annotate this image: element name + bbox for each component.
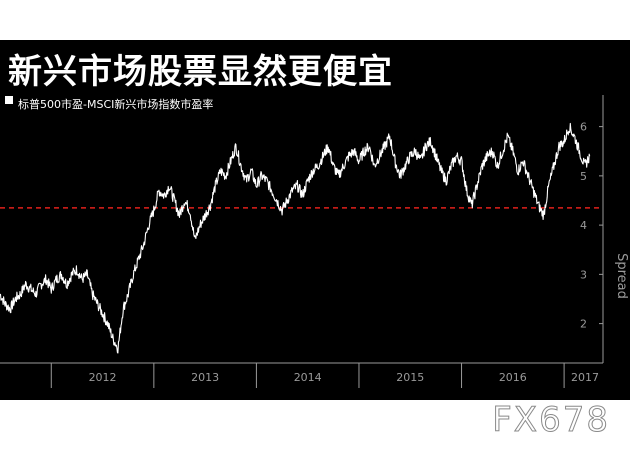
- chart-area: 2 3 4 5 6 2012 2013 2014 2015 2016 2017 Spread: [0, 40, 630, 400]
- chart-subtitle: 标普500市盈-MSCI新兴市场指数市盈率: [18, 98, 214, 111]
- series-line: [0, 122, 591, 354]
- y-tick-label: 6: [580, 121, 587, 134]
- x-tick-label: 2016: [499, 371, 527, 384]
- x-tick-label: 2013: [191, 371, 219, 384]
- x-tick-label: 2015: [396, 371, 424, 384]
- x-tick-label: 2012: [89, 371, 117, 384]
- legend-swatch: [5, 96, 13, 104]
- y-axis-label: Spread: [614, 253, 629, 299]
- chart-title: 新兴市场股票显然更便宜: [8, 52, 393, 92]
- watermark-logo: FX678: [492, 400, 610, 441]
- y-tick-label: 4: [580, 219, 587, 232]
- y-tick-label: 5: [580, 170, 587, 183]
- y-tick-label: 2: [580, 318, 587, 331]
- line-chart: 2 3 4 5 6 2012 2013 2014 2015 2016 2017 Spread: [0, 95, 629, 388]
- x-tick-label: 2017: [571, 371, 599, 384]
- y-tick-label: 3: [580, 268, 587, 281]
- x-tick-label: 2014: [294, 371, 322, 384]
